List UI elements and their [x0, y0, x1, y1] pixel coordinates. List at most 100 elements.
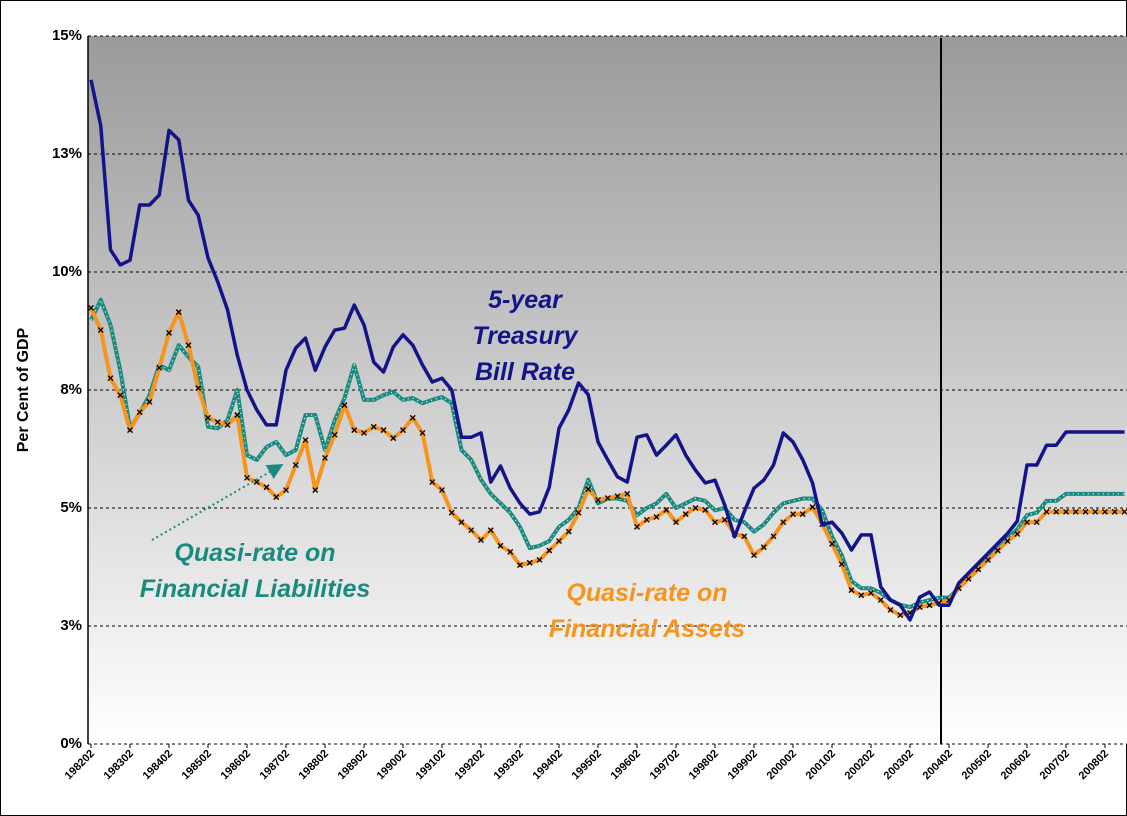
- point-marker: [1024, 519, 1030, 526]
- point-marker: [770, 533, 777, 540]
- point-marker: [829, 540, 835, 547]
- point-marker: [175, 309, 182, 316]
- point-marker: [458, 519, 465, 526]
- point-marker: [712, 519, 718, 526]
- point-marker: [419, 429, 426, 436]
- point-marker: [926, 602, 933, 609]
- point-marker: [614, 493, 621, 500]
- point-marker: [897, 612, 904, 619]
- point-marker: [809, 504, 816, 511]
- point-marker: [273, 494, 280, 501]
- point-marker: [263, 484, 270, 491]
- series-label: Quasi-rate on: [566, 579, 727, 607]
- point-marker: [244, 474, 250, 481]
- point-marker: [1102, 508, 1108, 515]
- series-label: Financial Assets: [549, 615, 745, 643]
- y-tick-label: 13%: [52, 145, 82, 162]
- point-marker: [741, 533, 748, 540]
- point-marker: [283, 487, 289, 494]
- series-label: Treasury: [472, 322, 578, 350]
- point-marker: [224, 421, 231, 428]
- point-marker: [409, 414, 416, 421]
- point-marker: [1082, 508, 1089, 515]
- y-tick-label: 15%: [52, 27, 82, 44]
- point-marker: [302, 437, 309, 443]
- point-marker: [380, 427, 387, 434]
- point-marker: [478, 537, 484, 544]
- point-marker: [1053, 508, 1060, 515]
- point-marker: [185, 342, 192, 349]
- point-marker: [1111, 508, 1118, 515]
- point-marker: [546, 547, 553, 554]
- point-marker: [634, 523, 640, 530]
- point-marker: [799, 511, 806, 518]
- point-marker: [595, 497, 601, 503]
- series-label: 5-year: [488, 286, 563, 314]
- point-marker: [1014, 531, 1021, 537]
- point-marker: [312, 487, 319, 494]
- grid: [88, 35, 1127, 748]
- point-marker: [1092, 508, 1099, 515]
- point-marker: [390, 435, 397, 442]
- point-marker: [127, 427, 133, 434]
- point-marker: [975, 566, 982, 573]
- point-marker: [117, 392, 124, 399]
- point-marker: [331, 431, 338, 438]
- point-marker: [565, 528, 572, 535]
- point-marker: [468, 527, 475, 534]
- y-tick-label: 3%: [60, 617, 82, 634]
- point-marker: [370, 423, 377, 430]
- point-marker: [624, 490, 631, 497]
- point-marker: [1072, 508, 1079, 515]
- point-marker: [1043, 508, 1050, 515]
- y-tick-label: 10%: [52, 263, 82, 280]
- point-marker: [556, 538, 562, 544]
- point-marker: [877, 597, 884, 603]
- point-marker: [487, 527, 494, 534]
- point-marker: [97, 327, 104, 334]
- point-marker: [448, 509, 455, 516]
- point-marker: [526, 559, 533, 566]
- point-marker: [497, 542, 504, 549]
- point-marker: [721, 516, 728, 523]
- point-marker: [643, 516, 650, 523]
- point-marker: [166, 329, 172, 336]
- point-marker: [887, 606, 894, 613]
- point-marker: [156, 364, 163, 371]
- point-marker: [682, 511, 689, 518]
- series-label: Financial Liabilities: [140, 575, 371, 603]
- point-marker: [507, 548, 514, 555]
- point-marker: [1004, 538, 1011, 544]
- point-marker: [107, 375, 114, 382]
- point-marker: [429, 479, 436, 485]
- point-marker: [575, 509, 582, 516]
- point-marker: [1063, 508, 1069, 515]
- point-marker: [760, 544, 767, 551]
- point-marker: [858, 592, 865, 599]
- y-axis-label: Per Cent of GDP: [15, 327, 32, 452]
- point-marker: [205, 414, 211, 421]
- y-tick-label: 8%: [60, 381, 82, 398]
- point-marker: [234, 412, 241, 418]
- point-marker: [868, 590, 874, 596]
- point-marker: [322, 455, 328, 461]
- point-marker: [994, 547, 1001, 554]
- series-label: Bill Rate: [475, 358, 575, 386]
- point-marker: [351, 427, 358, 434]
- series: [88, 79, 1127, 622]
- point-marker: [790, 511, 796, 518]
- point-marker: [195, 385, 202, 392]
- point-marker: [848, 587, 855, 594]
- point-marker: [780, 519, 787, 526]
- point-marker: [517, 562, 523, 569]
- point-marker: [146, 398, 153, 405]
- point-marker: [604, 495, 611, 502]
- series-line: [89, 79, 1125, 622]
- point-marker: [653, 514, 660, 520]
- point-marker: [136, 409, 143, 416]
- series-label: Quasi-rate on: [174, 539, 335, 567]
- point-marker: [692, 505, 699, 511]
- point-marker: [702, 506, 709, 513]
- point-marker: [341, 402, 348, 409]
